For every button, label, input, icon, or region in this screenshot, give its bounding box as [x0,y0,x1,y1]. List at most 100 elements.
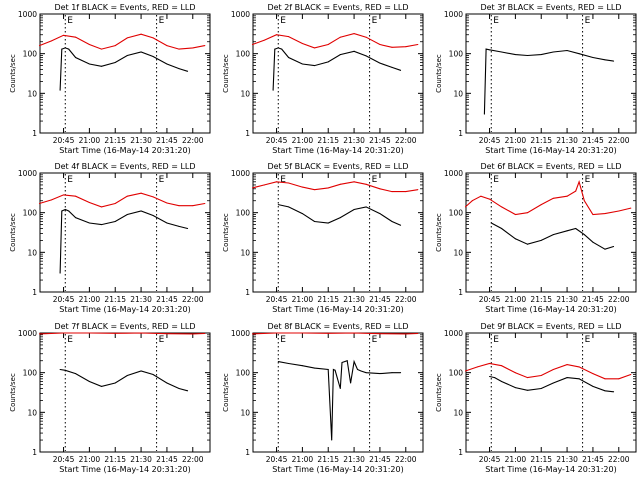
data-point-events [379,213,381,215]
data-point-events [68,210,70,212]
x-tick-label: 21:15 [104,136,126,145]
panel-title: Det 8f BLACK = Events, RED = LLD [267,322,408,331]
x-tick-label: 21:45 [156,295,178,304]
data-point-events [566,377,568,379]
data-point-lld [288,182,290,184]
data-point-lld [353,181,355,183]
data-point-events [578,53,580,55]
x-tick-label: 21:15 [530,295,552,304]
data-point-events [365,206,367,208]
y-tick-label: 1 [458,129,463,138]
data-point-lld [251,187,253,189]
data-point-events [327,222,329,224]
x-tick-label: 21:30 [130,136,152,145]
x-tick-label: 22:00 [182,136,204,145]
y-tick-label: 1000 [444,329,463,338]
data-point-events [613,246,615,248]
data-point-events [346,360,348,362]
data-point-lld [405,191,407,193]
data-point-lld [578,366,580,368]
y-tick-label: 10 [453,408,463,417]
y-tick-label: 1000 [18,10,37,19]
y-tick-label: 1000 [18,329,37,338]
data-point-events [552,234,554,236]
data-point-events [288,57,290,59]
series-line-lld [465,179,631,216]
data-point-lld [379,333,381,335]
data-point-lld [100,206,102,208]
x-tick-label: 21:15 [317,136,339,145]
x-tick-label: 21:45 [582,295,604,304]
data-point-events [379,373,381,375]
data-point-events [566,50,568,52]
data-point-lld [365,183,367,185]
data-point-lld [501,365,503,367]
data-point-events [75,217,77,219]
data-point-lld [566,195,568,197]
data-point-lld [514,213,516,215]
x-axis-label: Start Time (16-May-14 20:31:20) [272,305,403,314]
x-tick-label: 21:45 [582,136,604,145]
y-tick-label: 100 [449,209,464,218]
data-point-events [353,361,355,363]
data-point-events [514,238,516,240]
data-point-lld [276,332,278,334]
x-tick-label: 21:30 [130,295,152,304]
data-point-events [277,361,279,363]
data-point-lld [476,366,478,368]
data-point-lld [126,195,128,197]
data-point-events [59,369,61,371]
data-point-events [592,57,594,59]
data-point-events [583,234,585,236]
x-axis-label: Start Time (16-May-14 20:31:20) [485,305,616,314]
data-point-events [526,54,528,56]
data-point-events [613,391,615,393]
data-point-events [501,51,503,53]
data-point-events [327,369,329,371]
y-tick-label: 1 [32,448,37,457]
data-point-events [301,365,303,367]
data-point-events [114,220,116,222]
data-point-lld [501,206,503,208]
x-tick-label: 22:00 [395,295,417,304]
x-tick-label: 21:00 [505,136,527,145]
plot-frame [39,13,211,134]
panel-det-8: Det 8f BLACK = Events, RED = LLD 1 10 100 10… [222,322,424,474]
data-point-lld [339,183,341,185]
data-point-events [489,49,491,51]
x-tick-label: 20:45 [479,295,501,304]
data-point-lld [583,200,585,202]
y-tick-label: 100 [449,369,464,378]
data-point-lld [552,369,554,371]
data-point-lld [251,333,253,335]
plot-frame [252,172,424,293]
data-point-events [526,389,528,391]
data-point-events [166,382,168,384]
data-point-events [61,48,63,50]
y-axis-label: Counts/sec [222,213,230,252]
data-point-lld [88,44,90,46]
x-tick-label: 21:45 [369,455,391,464]
data-point-events [64,209,66,211]
x-tick-label: 20:45 [53,295,75,304]
data-point-events [575,227,577,229]
data-point-events [391,372,393,374]
data-point-events [613,60,615,62]
data-point-events [341,362,343,364]
data-point-lld [313,189,315,191]
data-point-events [178,225,180,227]
data-point-events [339,217,341,219]
data-point-events [301,213,303,215]
x-tick-label: 21:00 [79,455,101,464]
data-point-events [592,241,594,243]
x-tick-label: 20:45 [53,455,75,464]
data-point-events [327,61,329,63]
data-point-events [365,372,367,374]
data-point-lld [417,333,419,335]
data-point-lld [313,47,315,49]
x-tick-label: 21:30 [130,455,152,464]
panel-title: Det 7f BLACK = Events, RED = LLD [54,322,195,331]
data-point-lld [114,332,116,334]
marker-label: E [67,335,73,345]
y-axis-label: Counts/sec [9,54,17,93]
